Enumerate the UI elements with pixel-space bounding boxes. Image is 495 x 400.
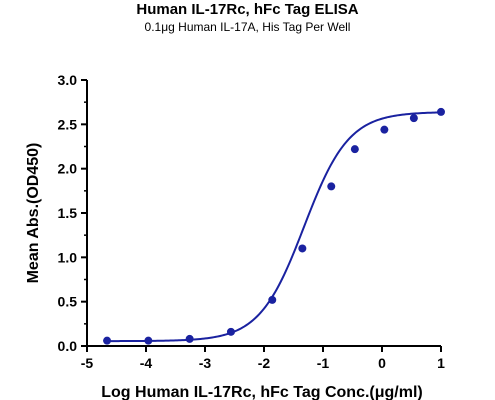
data-point [226, 327, 235, 336]
x-tick-label: 1 [437, 355, 445, 371]
y-axis: 0.0 0.5 1.0 1.5 2.0 2.5 3.0 [58, 72, 88, 354]
x-tick-label: -3 [199, 355, 212, 371]
data-point [103, 336, 112, 345]
y-tick-label: 1.5 [58, 205, 78, 221]
data-point [437, 107, 445, 116]
x-tick-label: 0 [378, 355, 386, 371]
x-tick-label: -4 [140, 355, 153, 371]
x-axis-title: Log Human IL-17Rc, hFc Tag Conc.(μg/ml) [101, 384, 423, 400]
x-tick-label: -5 [81, 355, 94, 371]
x-tick-label: -1 [317, 355, 330, 371]
x-tick-label: -2 [258, 355, 271, 371]
data-point [380, 125, 389, 134]
chart-subtitle: 0.1μg Human IL-17A, His Tag Per Well [144, 20, 351, 34]
data-point [268, 295, 277, 304]
y-axis-title: Mean Abs.(OD450) [25, 143, 42, 284]
chart-title: Human IL-17Rc, hFc Tag ELISA [136, 1, 359, 18]
data-point [409, 114, 418, 123]
data-point [327, 182, 336, 191]
data-point [298, 244, 307, 253]
series-layer [103, 107, 445, 345]
data-point [144, 336, 153, 345]
y-tick-label: 0.5 [58, 294, 78, 310]
y-tick-label: 0.0 [58, 338, 78, 354]
y-tick-label: 2.5 [58, 116, 78, 132]
data-point [185, 334, 194, 343]
x-axis: -5 -4 -3 -2 -1 0 1 [81, 345, 445, 371]
data-point [350, 145, 359, 154]
y-tick-label: 1.0 [58, 249, 78, 265]
fit-curve [107, 111, 442, 343]
y-tick-label: 3.0 [58, 72, 78, 88]
y-tick-label: 2.0 [58, 161, 78, 177]
